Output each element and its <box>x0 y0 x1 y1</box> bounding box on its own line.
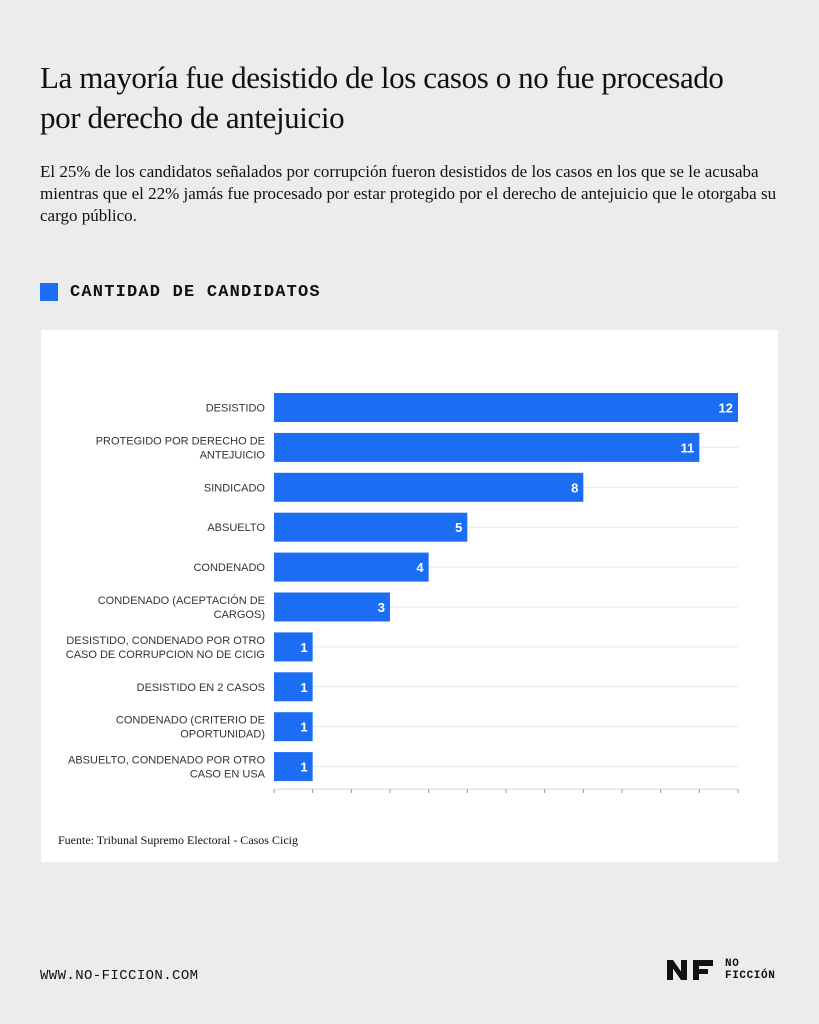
bar-value-label: 4 <box>416 560 424 575</box>
category-label: ABSUELTO <box>207 522 265 534</box>
category-label: DESISTIDO <box>206 403 266 415</box>
bar <box>274 632 313 662</box>
bar <box>274 712 313 742</box>
category-label-line: CARGOS) <box>214 609 265 621</box>
bar-value-label: 5 <box>455 520 462 535</box>
category-label-line: CASO DE CORRUPCION NO DE CICIG <box>66 649 265 661</box>
category-label-line: CONDENADO (ACEPTACIÓN DE <box>98 594 265 607</box>
category-label-line: DESISTIDO <box>206 403 266 415</box>
brand-logo: NO FICCIÓN <box>667 958 775 982</box>
category-label-line: ABSUELTO <box>207 522 265 534</box>
category-label: SINDICADO <box>204 482 266 494</box>
category-label-line: DESISTIDO EN 2 CASOS <box>137 682 265 694</box>
category-label: CONDENADO <box>193 562 265 574</box>
bar <box>274 672 313 702</box>
section-header: CANTIDAD DE CANDIDATOS <box>40 282 321 302</box>
bar-value-label: 8 <box>571 480 578 495</box>
category-label-line: SINDICADO <box>204 482 266 494</box>
category-label: ABSUELTO, CONDENADO POR OTRO CASO EN USA <box>68 755 266 781</box>
bar <box>274 592 390 622</box>
bar-value-label: 1 <box>300 760 307 775</box>
bar-value-label: 12 <box>719 401 733 416</box>
bar <box>274 472 584 502</box>
logo-wordmark: NO FICCIÓN <box>725 958 775 982</box>
bar <box>274 752 313 782</box>
category-label-line: CASO EN USA <box>190 769 266 781</box>
category-label: DESISTIDO, CONDENADO POR OTRO CASO DE COR… <box>66 635 266 661</box>
bar-value-label: 1 <box>300 720 307 735</box>
bar <box>274 393 738 422</box>
category-label-line: DESISTIDO, CONDENADO POR OTRO <box>66 635 265 647</box>
category-label: DESISTIDO EN 2 CASOS <box>137 682 265 694</box>
nf-logo-icon <box>667 960 713 980</box>
category-label-line: CONDENADO <box>193 562 265 574</box>
bar <box>274 432 700 462</box>
category-label-line: PROTEGIDO POR DERECHO DE <box>96 435 265 447</box>
footer-url: WWW.NO-FICCION.COM <box>40 968 199 984</box>
category-label-line: CONDENADO (CRITERIO DE <box>116 715 265 727</box>
section-label: CANTIDAD DE CANDIDATOS <box>70 282 321 302</box>
source-note: Fuente: Tribunal Supremo Electoral - Cas… <box>58 833 298 847</box>
section-marker-square <box>40 283 58 301</box>
logo-line-1: NO <box>725 958 740 970</box>
category-label: CONDENADO (CRITERIO DE OPORTUNIDAD) <box>116 715 265 741</box>
bar-value-label: 1 <box>300 680 307 695</box>
category-label-line: ANTEJUICIO <box>200 449 266 461</box>
category-label: PROTEGIDO POR DERECHO DE ANTEJUICIO <box>96 435 266 461</box>
bar-value-label: 11 <box>681 440 695 455</box>
category-label: CONDENADO (ACEPTACIÓN DE CARGOS) <box>98 594 265 621</box>
bar <box>274 552 429 582</box>
bar <box>274 512 468 542</box>
page-title: La mayoría fue desistido de los casos o … <box>40 60 724 135</box>
chart-card: 12 DESISTIDO 11 PROTEGIDO POR DERECHO DE ANT… <box>41 330 778 862</box>
category-label-line: ABSUELTO, CONDENADO POR OTRO <box>68 755 265 767</box>
page-subtitle: El 25% de los candidatos señalados por c… <box>40 162 777 225</box>
bar-value-label: 1 <box>300 640 307 655</box>
logo-line-2: FICCIÓN <box>725 970 776 982</box>
bar-value-label: 3 <box>378 600 385 615</box>
category-label-line: OPORTUNIDAD) <box>180 729 265 741</box>
